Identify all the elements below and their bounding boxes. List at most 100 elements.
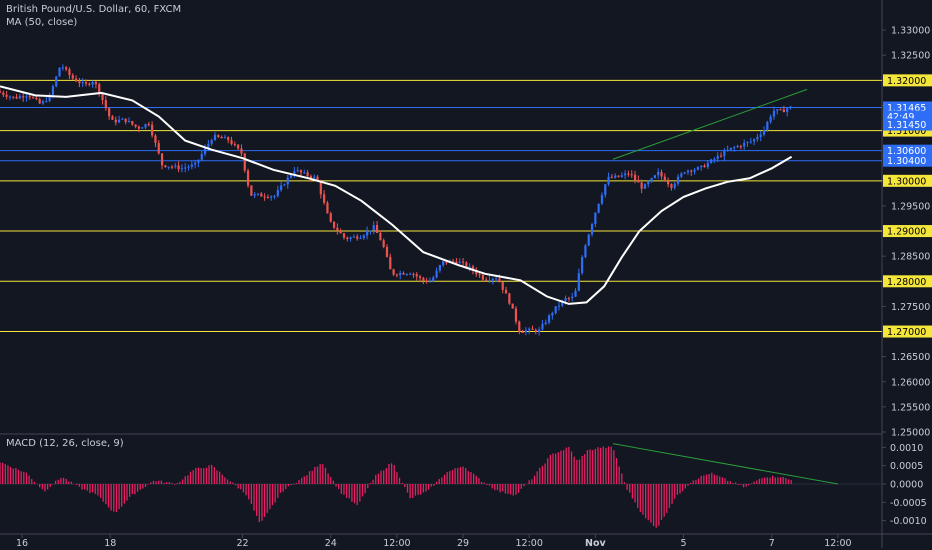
candle-body bbox=[326, 202, 329, 214]
candle-body bbox=[481, 275, 484, 280]
level-badge bbox=[883, 124, 932, 137]
candle-body bbox=[690, 170, 693, 172]
candle-body bbox=[283, 184, 286, 186]
time-tick-label: 12:00 bbox=[383, 538, 410, 549]
level-badge-label: 1.31465 bbox=[887, 103, 926, 114]
candle-body bbox=[230, 140, 233, 145]
candle-body bbox=[640, 182, 643, 189]
candle-body bbox=[160, 153, 164, 166]
candle-body bbox=[461, 261, 465, 263]
price-tick-label: 1.28500 bbox=[891, 252, 930, 263]
candle-body bbox=[501, 282, 504, 290]
candle-body bbox=[415, 274, 418, 277]
candle-body bbox=[339, 230, 342, 234]
candle-body bbox=[541, 324, 544, 330]
time-tick-label: 24 bbox=[325, 538, 337, 549]
candle-body bbox=[418, 276, 422, 278]
candle-body bbox=[584, 245, 587, 258]
candle-body bbox=[653, 175, 656, 179]
candle-body bbox=[786, 108, 789, 113]
price-axis-bg bbox=[882, 0, 932, 550]
level-badge-label: 1.28000 bbox=[887, 277, 926, 288]
price-badge-label: 1.31450 bbox=[887, 120, 926, 131]
candle-body bbox=[58, 67, 61, 77]
macd-tick-label: -0.0005 bbox=[890, 498, 927, 509]
candle-body bbox=[534, 329, 537, 333]
candle-body bbox=[538, 329, 541, 333]
time-tick-label: 22 bbox=[237, 538, 249, 549]
level-badge bbox=[883, 74, 932, 87]
candle-body bbox=[554, 306, 557, 314]
candle-body bbox=[769, 116, 772, 122]
candle-body bbox=[779, 109, 782, 111]
chart-title: British Pound/U.S. Dollar, 60, FXCM bbox=[6, 4, 182, 15]
candle-body bbox=[157, 142, 160, 154]
candle-body bbox=[194, 162, 197, 165]
candle-body bbox=[663, 176, 666, 182]
candle-body bbox=[594, 212, 597, 225]
price-tick-label: 1.27500 bbox=[891, 302, 930, 313]
price-tick-label: 1.33000 bbox=[891, 26, 930, 37]
candle-body bbox=[753, 139, 756, 142]
candle-body bbox=[633, 174, 637, 180]
candle-body bbox=[266, 196, 270, 198]
candle-body bbox=[74, 78, 78, 82]
candle-body bbox=[111, 116, 114, 120]
candle-body bbox=[210, 140, 213, 144]
candle-body bbox=[660, 171, 663, 177]
candle-body bbox=[270, 196, 273, 198]
candle-body bbox=[108, 108, 111, 117]
candle-body bbox=[577, 273, 580, 291]
candle-body bbox=[776, 109, 779, 111]
candle-body bbox=[227, 137, 230, 141]
candle-body bbox=[319, 181, 322, 195]
candle-body bbox=[643, 184, 647, 189]
candle-body bbox=[657, 171, 660, 176]
candle-body bbox=[389, 256, 392, 270]
candle-body bbox=[571, 296, 574, 299]
candle-body bbox=[518, 321, 521, 333]
candle-body bbox=[260, 193, 263, 197]
candle-body bbox=[15, 96, 18, 99]
candle-body bbox=[600, 195, 604, 204]
candle-body bbox=[48, 94, 51, 102]
candle-body bbox=[101, 94, 104, 101]
candle-body bbox=[425, 280, 428, 282]
candle-body bbox=[422, 277, 425, 281]
candle-body bbox=[766, 121, 769, 130]
candle-body bbox=[352, 236, 356, 238]
candle-body bbox=[180, 168, 184, 170]
candle-body bbox=[0, 91, 2, 93]
candle-body bbox=[223, 137, 227, 139]
time-tick-label: 18 bbox=[104, 538, 116, 549]
time-tick-label: 7 bbox=[769, 538, 775, 549]
candle-body bbox=[432, 277, 435, 282]
candle-body bbox=[392, 269, 395, 275]
candle-body bbox=[41, 101, 45, 104]
candle-body bbox=[772, 110, 776, 117]
candle-body bbox=[2, 92, 5, 95]
candle-body bbox=[382, 240, 385, 247]
candle-body bbox=[197, 159, 200, 163]
candle-body bbox=[789, 106, 792, 109]
candle-body bbox=[455, 261, 458, 264]
candle-body bbox=[190, 164, 193, 167]
candle-body bbox=[508, 293, 511, 304]
level-badge-label: 1.29000 bbox=[887, 227, 926, 238]
candle-body bbox=[452, 260, 455, 262]
candle-body bbox=[177, 165, 180, 170]
candle-body bbox=[504, 289, 508, 294]
candle-body bbox=[174, 165, 177, 167]
price-tick-label: 1.26500 bbox=[891, 352, 930, 363]
level-badge-label: 1.32000 bbox=[887, 76, 926, 87]
macd-trendline bbox=[612, 443, 838, 485]
candle-body bbox=[359, 238, 362, 240]
candle-body bbox=[246, 170, 250, 186]
candle-body bbox=[293, 171, 296, 176]
candle-body bbox=[696, 167, 699, 170]
candle-body bbox=[25, 96, 28, 98]
time-tick-label: Nov bbox=[585, 538, 606, 549]
candle-body bbox=[746, 141, 749, 144]
